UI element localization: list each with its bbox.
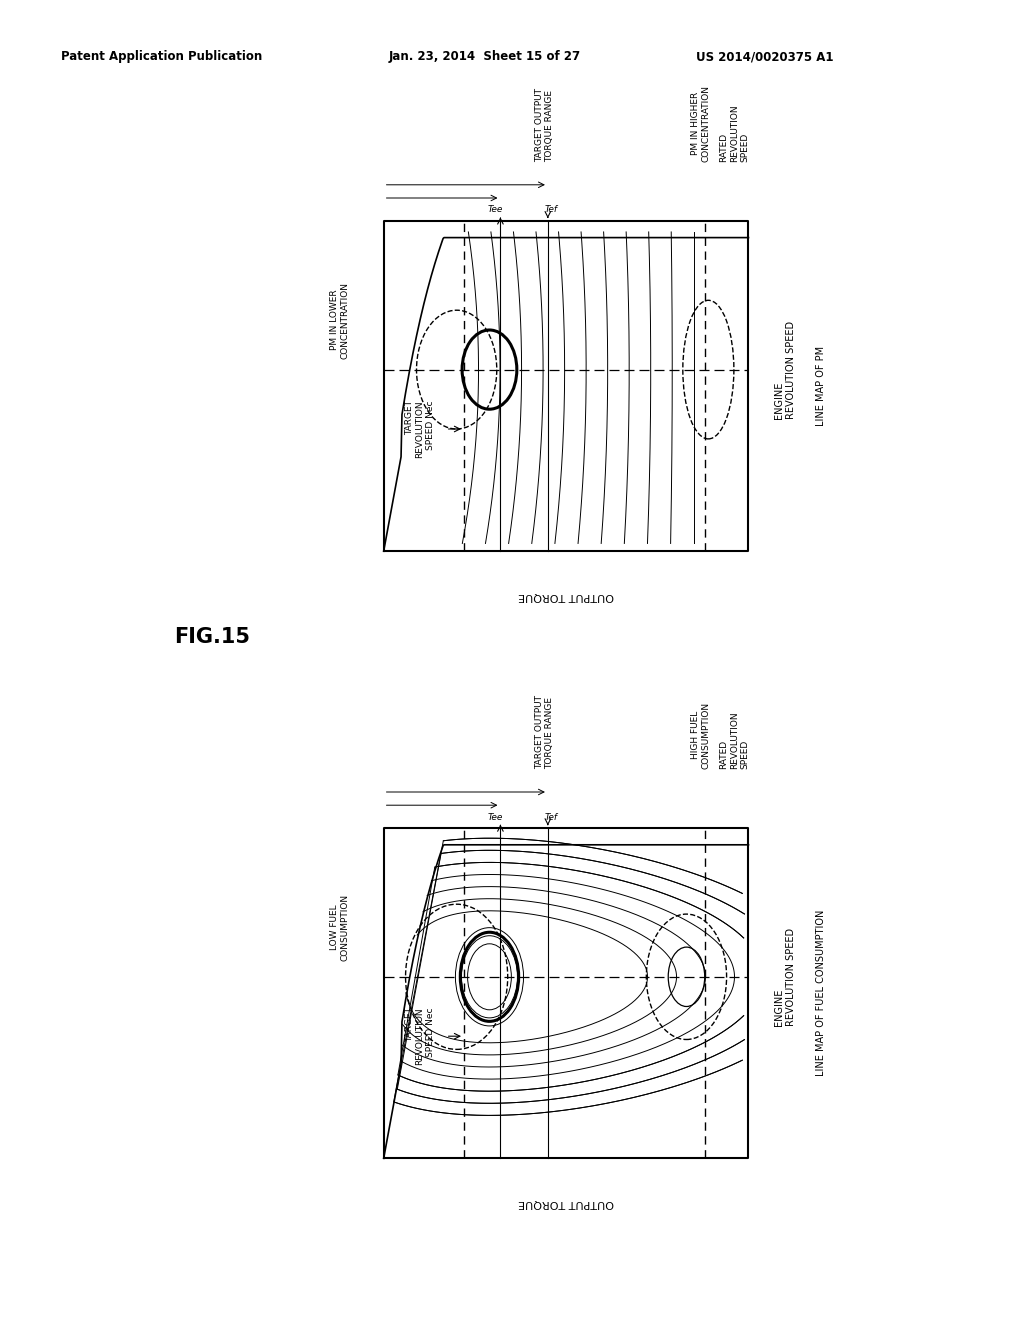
Text: PM IN LOWER
CONCENTRATION: PM IN LOWER CONCENTRATION <box>330 281 349 359</box>
Text: OUTPUT TORQUE: OUTPUT TORQUE <box>518 1199 614 1208</box>
Text: ENGINE
REVOLUTION SPEED: ENGINE REVOLUTION SPEED <box>774 928 796 1026</box>
Text: OUTPUT TORQUE: OUTPUT TORQUE <box>518 591 614 601</box>
Text: LOW FUEL
CONSUMPTION: LOW FUEL CONSUMPTION <box>330 894 349 961</box>
Text: Jan. 23, 2014  Sheet 15 of 27: Jan. 23, 2014 Sheet 15 of 27 <box>389 50 582 63</box>
Text: Tef: Tef <box>545 813 558 821</box>
Text: HIGH FUEL
CONSUMPTION: HIGH FUEL CONSUMPTION <box>691 702 711 768</box>
Text: Patent Application Publication: Patent Application Publication <box>61 50 263 63</box>
Text: Tee: Tee <box>487 813 503 821</box>
Text: FIG.15: FIG.15 <box>174 627 250 647</box>
Text: LINE MAP OF FUEL CONSUMPTION: LINE MAP OF FUEL CONSUMPTION <box>816 909 826 1077</box>
Text: ENGINE
REVOLUTION SPEED: ENGINE REVOLUTION SPEED <box>774 321 796 418</box>
Text: RATED
REVOLUTION
SPEED: RATED REVOLUTION SPEED <box>719 104 750 162</box>
Text: Tee: Tee <box>487 206 503 214</box>
Text: PM IN HIGHER
CONCENTRATION: PM IN HIGHER CONCENTRATION <box>691 84 711 162</box>
Text: TARGET
REVOLUTION
SPEED Nec: TARGET REVOLUTION SPEED Nec <box>404 400 435 458</box>
Text: US 2014/0020375 A1: US 2014/0020375 A1 <box>696 50 834 63</box>
Text: RATED
REVOLUTION
SPEED: RATED REVOLUTION SPEED <box>719 711 750 768</box>
Text: LINE MAP OF PM: LINE MAP OF PM <box>816 346 826 426</box>
Text: Tef: Tef <box>545 206 558 214</box>
Text: TARGET OUTPUT
TORQUE RANGE: TARGET OUTPUT TORQUE RANGE <box>536 87 554 162</box>
Text: TARGET
REVOLUTION
SPEED Nec: TARGET REVOLUTION SPEED Nec <box>404 1007 435 1065</box>
Text: TARGET OUTPUT
TORQUE RANGE: TARGET OUTPUT TORQUE RANGE <box>536 694 554 768</box>
